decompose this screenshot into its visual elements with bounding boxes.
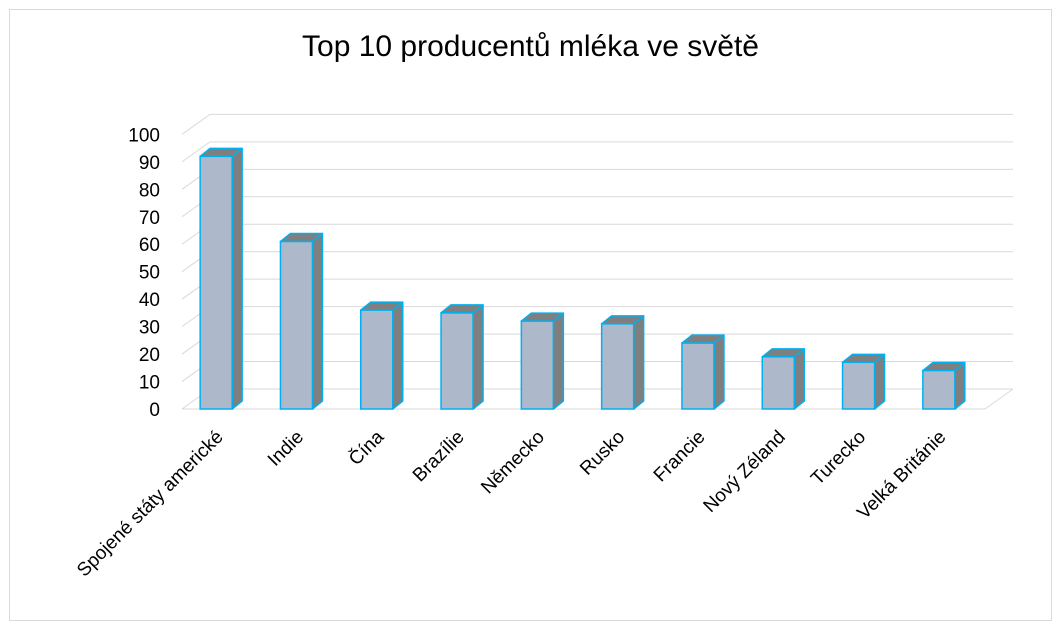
bar (600, 323, 635, 410)
chart-title: Top 10 producentů mléka ve světě (302, 30, 759, 63)
x-tick-label: Turecko (807, 427, 870, 490)
floor-edge (984, 388, 1014, 410)
x-tick-label: Spojené státy americké (73, 427, 228, 582)
y-tick-label: 70 (139, 208, 160, 229)
bar (922, 369, 956, 410)
y-tick-label: 50 (139, 263, 160, 284)
y-tick-label: 0 (149, 400, 160, 421)
bar (520, 320, 555, 410)
bar-side (632, 315, 645, 410)
y-tick-label: 100 (128, 125, 160, 146)
bar (681, 342, 715, 410)
x-tick-label: Německo (477, 427, 549, 499)
x-tick-label: Francie (650, 427, 710, 487)
bar (440, 312, 474, 410)
x-tick-label: Brazílie (409, 427, 469, 487)
bar-side (231, 147, 243, 410)
bar (360, 309, 394, 410)
y-tick-label: 30 (139, 318, 160, 339)
x-tick-label: Indie (264, 427, 308, 471)
x-tick-label: Rusko (576, 427, 629, 480)
y-tick-label: 90 (139, 153, 160, 174)
x-tick-label: Nový Zéland (700, 427, 790, 517)
bar-side (311, 232, 324, 410)
bar-side (552, 312, 565, 410)
bar (279, 240, 314, 410)
bar-side (873, 353, 886, 410)
y-tick-label: 40 (139, 290, 160, 311)
y-tick-label: 20 (139, 345, 160, 366)
y-tick-label: 80 (139, 180, 160, 201)
bar-side (713, 334, 725, 410)
bar (841, 361, 876, 410)
bar-side (392, 301, 404, 410)
bar (199, 155, 233, 410)
gridline-side (181, 141, 211, 163)
bar (761, 356, 795, 410)
bar-side (793, 348, 805, 410)
y-tick-label: 10 (139, 373, 160, 394)
x-tick-label: Čína (344, 426, 388, 470)
y-tick-label: 60 (139, 235, 160, 256)
gridline-side (181, 113, 211, 135)
bar-side (472, 304, 484, 410)
